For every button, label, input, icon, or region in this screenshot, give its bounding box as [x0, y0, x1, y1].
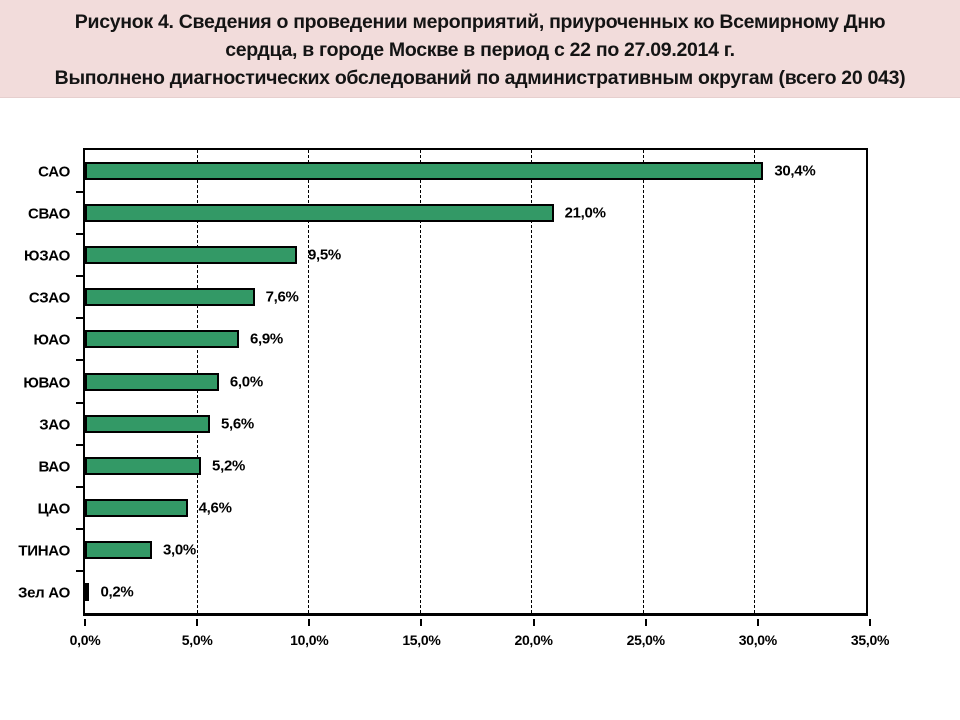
bar [85, 330, 239, 349]
category-label: СВАО [27, 205, 70, 223]
x-tick-label: 5,0% [181, 632, 213, 648]
bar [85, 204, 554, 223]
x-tick-label: 0,0% [69, 632, 101, 648]
y-axis-tick [76, 233, 83, 236]
category-label: ЦАО [37, 500, 71, 518]
y-axis-tick [76, 569, 83, 572]
x-tick-label: 30,0% [738, 632, 778, 648]
title-line-1: Рисунок 4. Сведения о проведении меропри… [74, 11, 886, 33]
y-axis-tick [76, 191, 83, 194]
gridline [642, 150, 644, 613]
value-label: 9,5% [307, 246, 341, 264]
category-label: САО [38, 163, 70, 181]
x-tick-label: 20,0% [514, 632, 553, 648]
gridline [531, 150, 533, 613]
value-label: 5,2% [212, 457, 246, 475]
x-axis-tick [84, 619, 86, 626]
x-axis-tick [869, 619, 871, 626]
y-axis-category-labels: САО СВАО ЮЗАО СЗАО ЮАО ЮВАО ЗАО ВАО ЦАО ТИНАО Зел … [0, 150, 76, 618]
category-label: ЮАО [33, 331, 71, 349]
bar [85, 498, 188, 517]
x-axis-tick [196, 619, 199, 626]
x-axis-ticks [84, 619, 871, 627]
x-tick-label: 25,0% [626, 632, 666, 648]
x-axis-tick [420, 619, 423, 626]
y-axis-tick [76, 401, 83, 404]
category-label: Зел АО [18, 584, 70, 602]
y-axis-tick [76, 443, 83, 446]
chart-title: Рисунок 4. Сведения о проведении меропри… [0, 0, 960, 98]
y-axis-tick [76, 359, 83, 362]
bar [85, 372, 219, 391]
bar [85, 540, 152, 559]
gridline [754, 150, 756, 613]
x-axis-labels: 0,0% 5,0% 10,0% 15,0% 20,0% 25,0% 30,0% 35,0% [70, 632, 890, 650]
value-label: 3,0% [162, 541, 196, 559]
title-line-3: Выполнено диагностических обследований п… [54, 67, 906, 89]
x-tick-label: 35,0% [850, 632, 890, 648]
value-label: 6,9% [249, 330, 283, 348]
category-label: СЗАО [28, 289, 70, 307]
x-axis-tick [644, 619, 647, 626]
value-label: 5,6% [220, 415, 254, 433]
gridline [419, 150, 421, 613]
x-tick-label: 10,0% [290, 632, 329, 648]
x-axis-tick [308, 619, 311, 626]
category-label: ЮЗАО [24, 247, 70, 265]
bar [85, 582, 90, 601]
bar [85, 456, 202, 475]
value-label: 0,2% [100, 583, 134, 601]
value-label: 30,4% [774, 162, 816, 180]
category-label: ВАО [38, 458, 71, 476]
bar [85, 414, 210, 433]
bar [85, 246, 297, 265]
value-label: 4,6% [198, 499, 232, 517]
y-axis-tick [76, 485, 83, 488]
category-label: ЗАО [39, 416, 70, 434]
category-label: ТИНАО [18, 542, 70, 560]
x-axis-tick [756, 619, 759, 626]
y-axis-tick [76, 275, 83, 278]
gridline [308, 150, 310, 613]
x-axis-tick [532, 619, 535, 626]
value-label: 7,6% [265, 288, 299, 306]
y-axis-tick [76, 527, 83, 530]
y-axis-tick [76, 317, 83, 320]
title-line-2: сердца, в городе Москве в период с 22 по… [225, 39, 735, 61]
y-axis-ticks [76, 150, 83, 618]
category-label: ЮВАО [23, 374, 70, 391]
bar [85, 288, 255, 307]
x-tick-label: 15,0% [402, 632, 441, 648]
value-label: 6,0% [229, 373, 263, 390]
value-label: 21,0% [564, 204, 606, 222]
plot-area: 30,4% 21,0% 9,5% 7,6% 6,9% 6,0% 5,6% 5,2% 4,6% 3,… [83, 148, 868, 616]
bar [85, 162, 764, 181]
